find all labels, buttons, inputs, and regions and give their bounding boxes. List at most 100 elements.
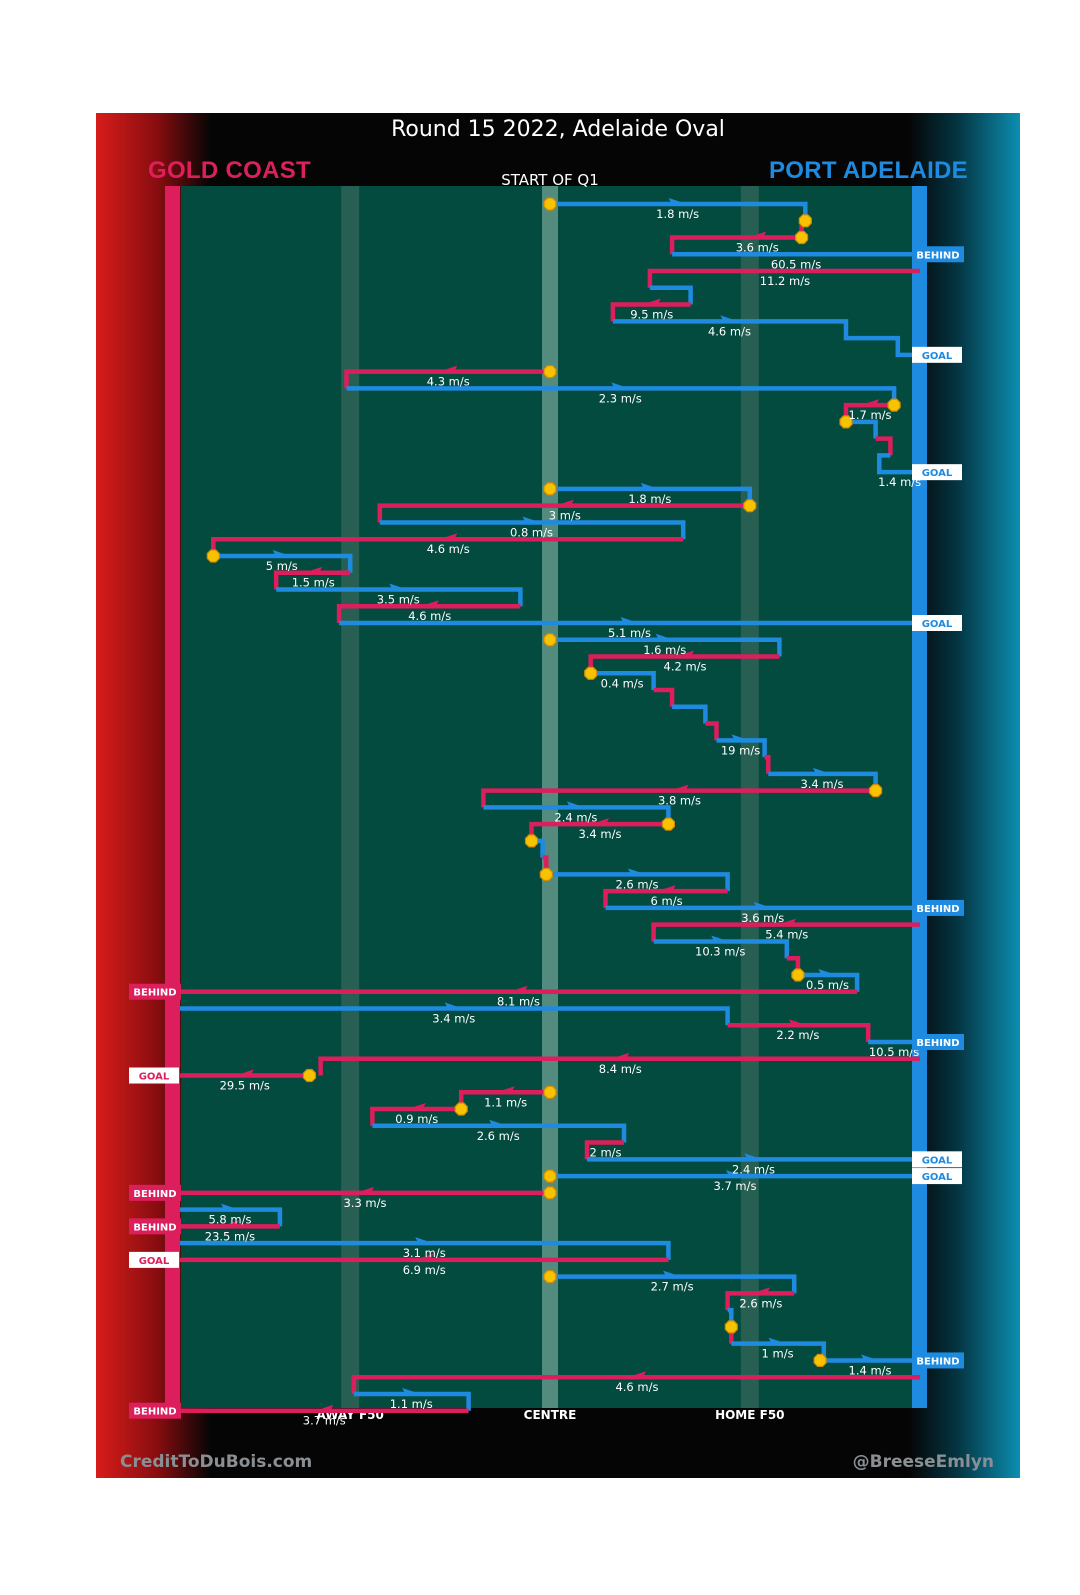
speed-label: 10.5 m/s — [869, 1045, 919, 1059]
stoppage-marker — [543, 365, 557, 379]
speed-label: 19 m/s — [721, 743, 760, 757]
direction-arrow — [670, 784, 689, 793]
chain-segment-12 — [875, 436, 893, 456]
direction-arrow — [522, 516, 541, 525]
score-tag-box — [129, 983, 181, 1000]
direction-arrow — [407, 1103, 426, 1112]
score-tags: BEHIND GOAL GOAL GOAL BEHIND BEHIND BEHIND GOAL… — [129, 246, 964, 1419]
stoppage-marker — [454, 1102, 468, 1116]
chain-segment-4 — [647, 268, 920, 288]
stoppage-marker — [206, 549, 220, 563]
speed-label: 4.6 m/s — [615, 1380, 658, 1394]
speed-label: 1.7 m/s — [849, 408, 892, 422]
poster: Round 15 2022, Adelaide Oval GOLD COAST … — [96, 113, 1020, 1478]
direction-arrow — [720, 315, 739, 324]
direction-arrow — [655, 633, 674, 642]
chain-segment-51 — [370, 1106, 462, 1126]
score-tag-behind: BEHIND — [916, 904, 959, 915]
stoppage-marker — [794, 230, 809, 245]
direction-arrow — [402, 1387, 421, 1397]
speed-label: 10.3 m/s — [695, 944, 745, 958]
direction-arrow — [731, 734, 750, 743]
chain-segment-32 — [481, 788, 876, 808]
speed-label: 2.3 m/s — [599, 391, 642, 405]
direction-arrow — [744, 1153, 763, 1162]
period-label: START OF Q1 — [501, 171, 599, 189]
stoppage-marker — [868, 783, 883, 798]
speed-label: 1.5 m/s — [292, 576, 335, 590]
speed-label: 8.4 m/s — [599, 1062, 642, 1076]
direction-arrow — [555, 499, 574, 508]
stoppage-marker — [539, 867, 553, 882]
direction-arrow — [420, 600, 439, 609]
score-tag-goal: GOAL — [922, 1155, 953, 1166]
chain-segment-19 — [273, 570, 351, 590]
speed-label: 1.8 m/s — [656, 207, 699, 221]
speed-label: 4.2 m/s — [664, 660, 707, 674]
speed-label: 2.6 m/s — [477, 1129, 520, 1143]
speed-label: 0.5 m/s — [806, 978, 849, 992]
speed-label: 23.5 m/s — [205, 1229, 255, 1243]
score-tag-goal: GOAL — [922, 468, 953, 479]
stoppage-marker — [798, 214, 812, 228]
speed-label: 6.9 m/s — [403, 1263, 446, 1277]
speed-label: 3.1 m/s — [403, 1246, 446, 1260]
score-tag-box — [912, 346, 962, 363]
speed-label: 0.8 m/s — [510, 525, 553, 539]
away-goal-line — [912, 186, 927, 1408]
speed-label: 2.2 m/s — [776, 1028, 819, 1042]
direction-arrow — [640, 482, 659, 492]
score-tag-box — [912, 246, 964, 263]
speed-label: 3.4 m/s — [578, 827, 621, 841]
chain-segment-61 — [550, 1274, 797, 1294]
speed-label: 1.1 m/s — [484, 1095, 527, 1109]
score-tag-behind: BEHIND — [916, 1038, 959, 1049]
speed-label: 4.6 m/s — [427, 542, 470, 556]
score-tag-box — [912, 1168, 962, 1185]
chain-segment-6 — [610, 302, 691, 322]
direction-arrow — [489, 1119, 508, 1128]
speed-label: 29.5 m/s — [220, 1079, 270, 1093]
speed-label: 4.6 m/s — [708, 324, 751, 338]
direction-arrow — [356, 1186, 374, 1196]
score-tag-box — [912, 464, 962, 481]
chain-segment-48 — [318, 1056, 920, 1076]
stoppage-marker — [724, 1320, 738, 1334]
x-tick-label: HOME F50 — [715, 1408, 784, 1422]
speed-label: 11.2 m/s — [760, 274, 810, 288]
direction-arrow — [812, 767, 831, 777]
direction-arrow — [611, 1052, 630, 1061]
chain-segment-11 — [846, 419, 878, 439]
score-tag-goal: GOAL — [922, 1172, 953, 1183]
score-tag-box — [912, 899, 964, 916]
chain-segment-27 — [672, 704, 708, 724]
stoppage-marker — [543, 1269, 557, 1284]
chain-markers — [206, 197, 901, 1368]
home-goal-line — [165, 186, 180, 1408]
direction-arrow — [620, 617, 639, 626]
home-team-label: GOLD COAST — [148, 157, 311, 184]
direction-arrow — [668, 198, 687, 207]
direction-arrow — [777, 918, 796, 927]
chain-lines — [180, 198, 920, 1413]
direction-arrow — [439, 365, 458, 374]
speed-label: 5 m/s — [266, 559, 298, 573]
direction-arrow — [642, 298, 661, 307]
score-tag-behind: BEHIND — [916, 1356, 959, 1367]
chain-segment-5 — [649, 285, 693, 305]
zone-stripe-2 — [740, 186, 759, 1408]
score-tag-behind: BEHIND — [133, 1189, 176, 1200]
chain-segment-68 — [353, 1391, 471, 1411]
score-tag-box — [912, 1352, 964, 1369]
score-tag-box — [129, 1184, 181, 1201]
stoppage-marker — [661, 817, 676, 831]
speed-label: 3 m/s — [549, 509, 581, 523]
chain-segment-59 — [180, 1240, 671, 1260]
x-tick-label: CENTRE — [524, 1408, 577, 1422]
chain-segment-62 — [725, 1291, 795, 1311]
speed-label: 1.4 m/s — [849, 1363, 892, 1377]
speed-label: 60.5 m/s — [771, 257, 821, 271]
score-tag-box — [129, 1402, 181, 1419]
speed-label: 3.4 m/s — [432, 1011, 475, 1025]
direction-arrow — [235, 1069, 254, 1078]
